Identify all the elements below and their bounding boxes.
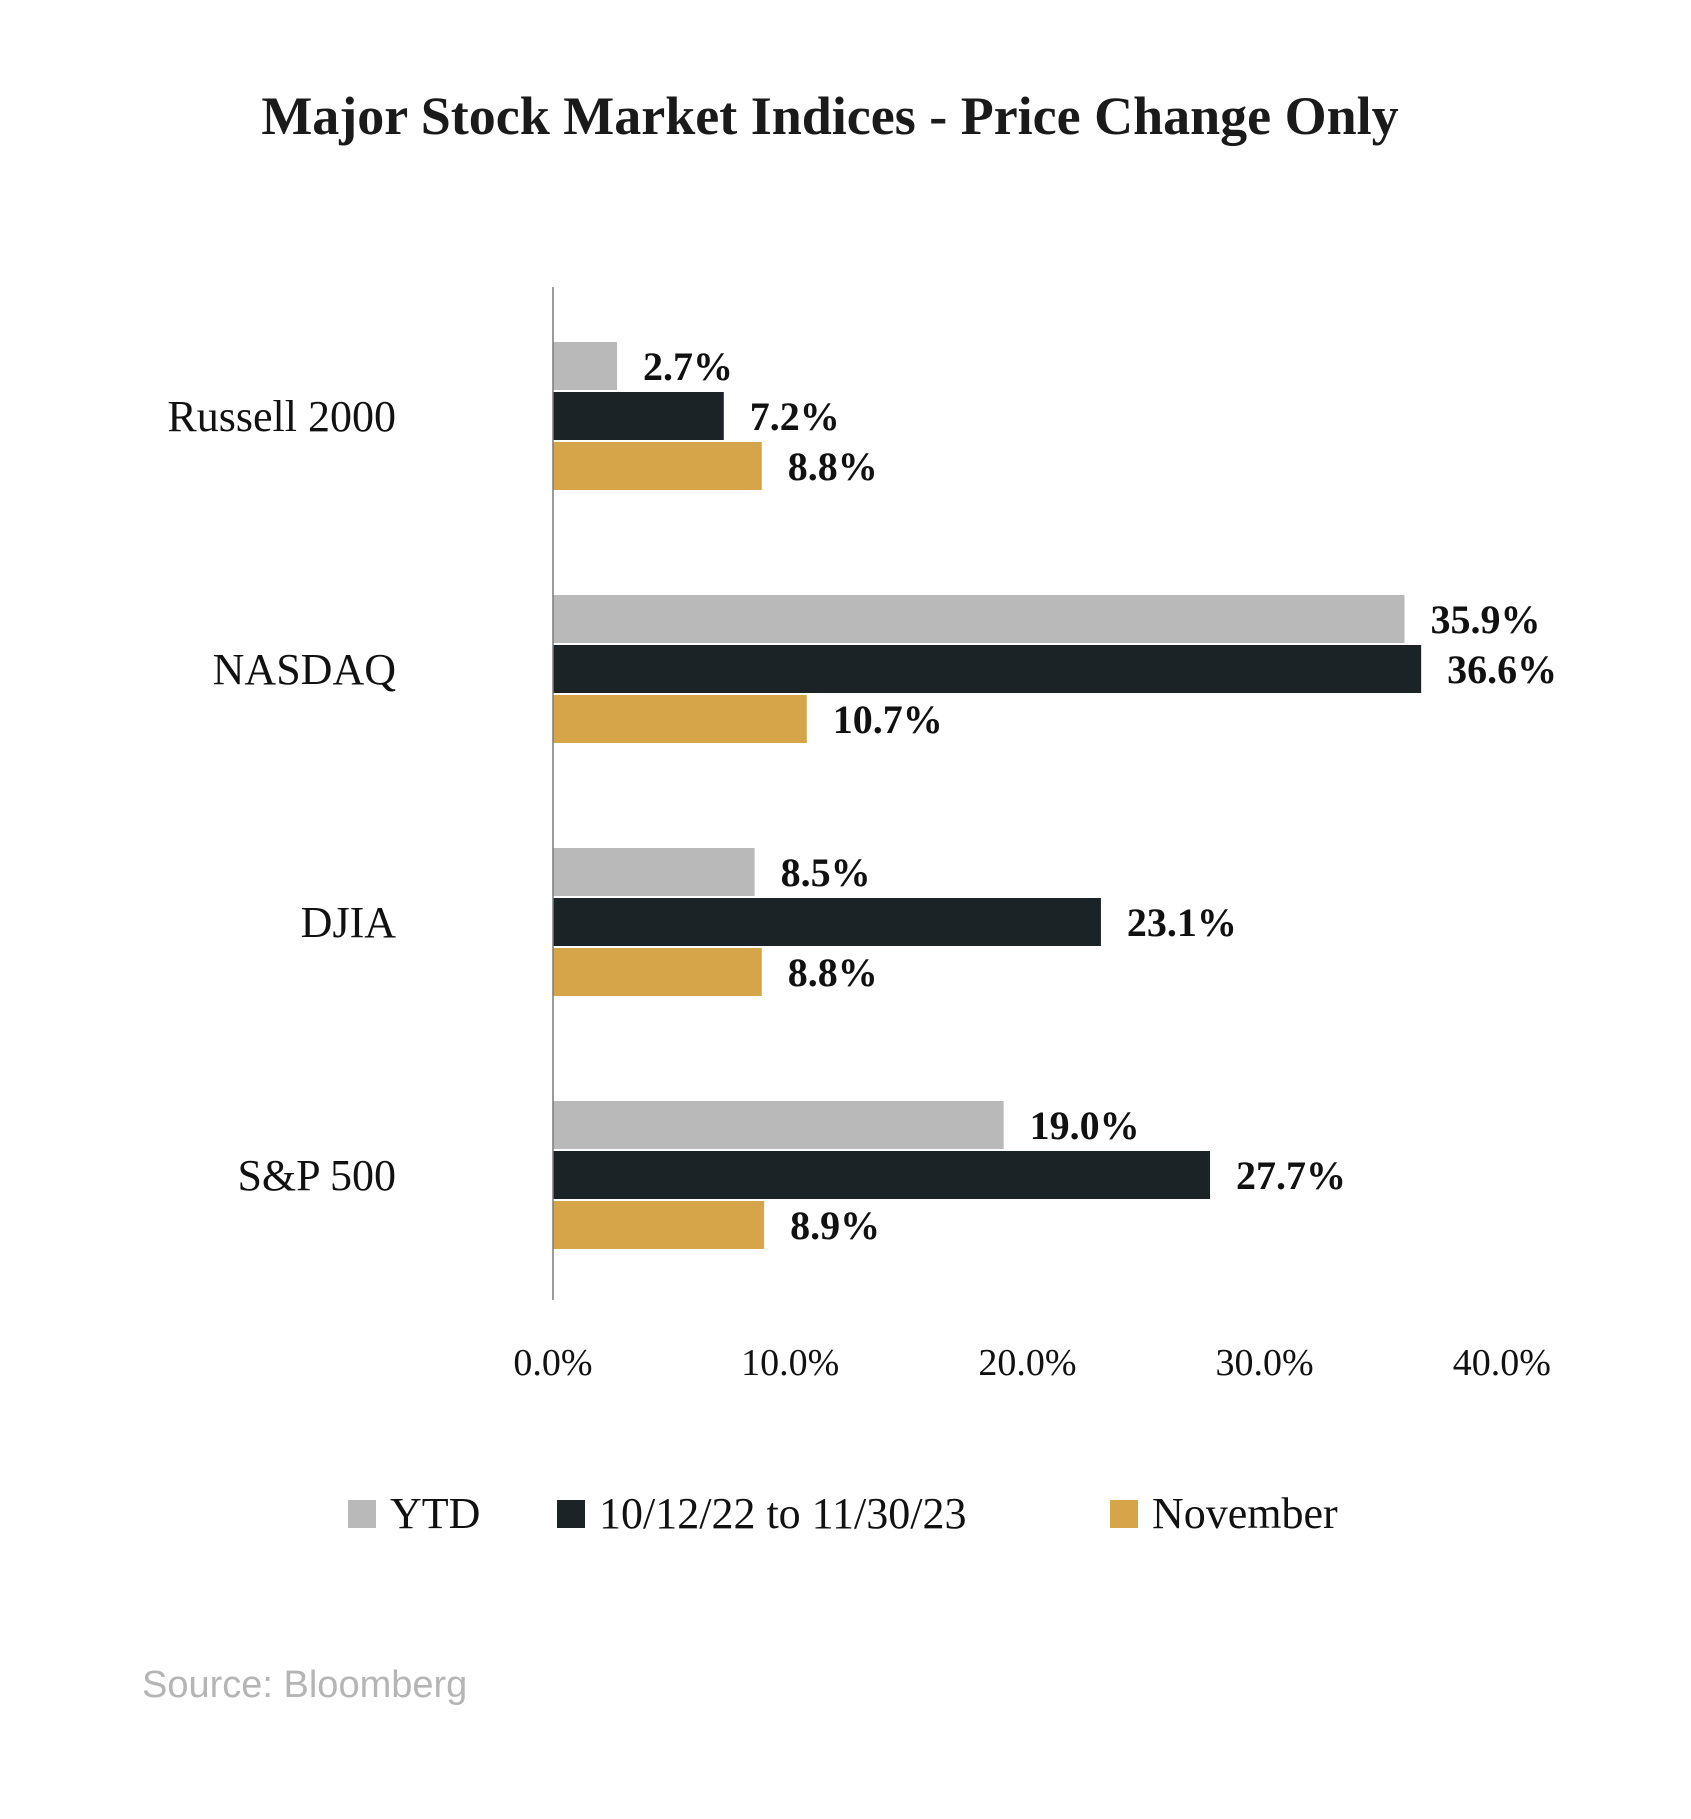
bar-nasdaq-ytd bbox=[553, 595, 1405, 643]
bar-nasdaq-10-12-22-to-11-30-23 bbox=[553, 645, 1422, 693]
legend-swatch bbox=[348, 1500, 376, 1528]
data-label: 27.7% bbox=[1236, 1153, 1346, 1198]
bar-russell-2000-november bbox=[553, 442, 762, 490]
category-label: S&P 500 bbox=[237, 1151, 396, 1200]
category-label: NASDAQ bbox=[213, 645, 397, 694]
bar-s-p-500-10-12-22-to-11-30-23 bbox=[553, 1151, 1211, 1199]
x-tick-label: 10.0% bbox=[741, 1342, 839, 1384]
data-label: 35.9% bbox=[1431, 597, 1541, 642]
y-axis: Russell 2000 NASDAQ DJIA S&P 500 bbox=[167, 287, 554, 1300]
category-label: Russell 2000 bbox=[167, 392, 396, 441]
legend-swatch bbox=[557, 1500, 585, 1528]
category-label: DJIA bbox=[301, 898, 397, 947]
bar-nasdaq-november bbox=[553, 695, 807, 743]
bar-s-p-500-november bbox=[553, 1201, 765, 1249]
x-tick-label: 30.0% bbox=[1216, 1342, 1314, 1384]
x-axis: 0.0% 10.0% 20.0% 30.0% 40.0% bbox=[513, 1342, 1550, 1384]
legend: YTD 10/12/22 to 11/30/23 November bbox=[348, 1489, 1338, 1538]
chart-title: Major Stock Market Indices - Price Chang… bbox=[261, 86, 1398, 146]
data-label: 23.1% bbox=[1127, 900, 1237, 945]
bar-s-p-500-ytd bbox=[553, 1101, 1004, 1149]
x-tick-label: 0.0% bbox=[513, 1342, 592, 1384]
legend-label: 10/12/22 to 11/30/23 bbox=[599, 1489, 967, 1538]
legend-label: YTD bbox=[390, 1489, 480, 1538]
x-tick-label: 20.0% bbox=[978, 1342, 1076, 1384]
legend-label: November bbox=[1152, 1489, 1338, 1538]
data-label: 36.6% bbox=[1447, 647, 1557, 692]
data-label: 8.9% bbox=[790, 1203, 880, 1248]
data-label: 19.0% bbox=[1030, 1103, 1140, 1148]
data-label: 7.2% bbox=[750, 394, 840, 439]
data-label: 10.7% bbox=[833, 697, 943, 742]
bar-djia-november bbox=[553, 948, 762, 996]
bar-russell-2000-10-12-22-to-11-30-23 bbox=[553, 392, 724, 440]
bar-djia-ytd bbox=[553, 848, 755, 896]
legend-swatch bbox=[1110, 1500, 1138, 1528]
source-note: Source: Bloomberg bbox=[142, 1664, 467, 1706]
bar-russell-2000-ytd bbox=[553, 342, 618, 390]
bar-djia-10-12-22-to-11-30-23 bbox=[553, 898, 1101, 946]
plot-area: 2.7% 7.2% 8.8% 35.9% 36.6% 10.7% 8.5% 23.1% 8.8%… bbox=[553, 342, 1557, 1249]
data-label: 2.7% bbox=[643, 344, 733, 389]
data-label: 8.8% bbox=[788, 444, 878, 489]
data-label: 8.5% bbox=[781, 850, 871, 895]
x-tick-label: 40.0% bbox=[1453, 1342, 1551, 1384]
data-label: 8.8% bbox=[788, 950, 878, 995]
